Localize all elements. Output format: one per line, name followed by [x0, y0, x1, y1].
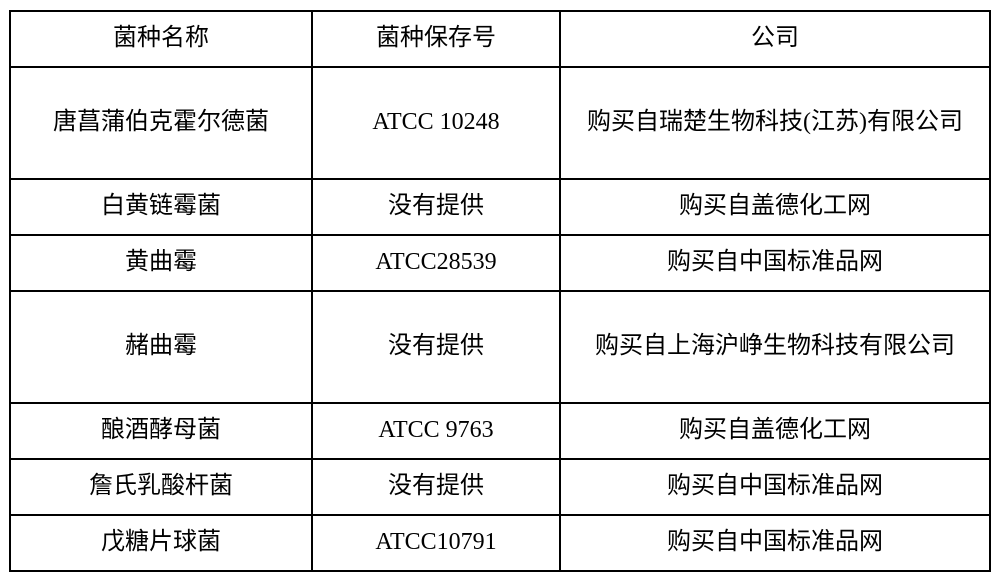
cell-company-text: 购买自中国标准品网 [561, 236, 989, 290]
cell-company: 购买自上海沪峥生物科技有限公司 [560, 291, 990, 403]
cell-name-text: 白黄链霉菌 [11, 180, 311, 234]
strain-table: 菌种名称 菌种保存号 公司 唐菖蒲伯克霍尔德菌 ATCC 10248 购买自瑞楚… [9, 10, 991, 572]
cell-name-text: 酿酒酵母菌 [11, 404, 311, 458]
cell-company-text: 购买自瑞楚生物科技(江苏)有限公司 [561, 68, 989, 178]
cell-name-text: 黄曲霉 [11, 236, 311, 290]
cell-company: 购买自中国标准品网 [560, 235, 990, 291]
cell-code-text: ATCC 10248 [313, 68, 559, 178]
table-row: 黄曲霉 ATCC28539 购买自中国标准品网 [10, 235, 990, 291]
cell-name-text: 赭曲霉 [11, 292, 311, 402]
cell-code: ATCC28539 [312, 235, 560, 291]
cell-code: ATCC10791 [312, 515, 560, 571]
cell-code-text: 没有提供 [313, 460, 559, 514]
cell-code-text: 没有提供 [313, 180, 559, 234]
table-header-row: 菌种名称 菌种保存号 公司 [10, 11, 990, 67]
cell-code-text: ATCC 9763 [313, 404, 559, 458]
cell-code: 没有提供 [312, 459, 560, 515]
table-row: 唐菖蒲伯克霍尔德菌 ATCC 10248 购买自瑞楚生物科技(江苏)有限公司 [10, 67, 990, 179]
col-header-company-text: 公司 [561, 12, 989, 66]
cell-company: 购买自盖德化工网 [560, 179, 990, 235]
cell-company-text: 购买自上海沪峥生物科技有限公司 [561, 292, 989, 402]
cell-code: 没有提供 [312, 179, 560, 235]
cell-code-text: ATCC28539 [313, 236, 559, 290]
cell-company: 购买自盖德化工网 [560, 403, 990, 459]
cell-name: 白黄链霉菌 [10, 179, 312, 235]
cell-name: 戊糖片球菌 [10, 515, 312, 571]
cell-code-text: 没有提供 [313, 292, 559, 402]
cell-name-text: 唐菖蒲伯克霍尔德菌 [11, 68, 311, 178]
cell-company-text: 购买自中国标准品网 [561, 516, 989, 570]
cell-name: 酿酒酵母菌 [10, 403, 312, 459]
table-row: 赭曲霉 没有提供 购买自上海沪峥生物科技有限公司 [10, 291, 990, 403]
cell-name: 詹氏乳酸杆菌 [10, 459, 312, 515]
col-header-code-text: 菌种保存号 [313, 12, 559, 66]
cell-company: 购买自瑞楚生物科技(江苏)有限公司 [560, 67, 990, 179]
cell-name: 赭曲霉 [10, 291, 312, 403]
table-row: 戊糖片球菌 ATCC10791 购买自中国标准品网 [10, 515, 990, 571]
cell-company: 购买自中国标准品网 [560, 459, 990, 515]
cell-code-text: ATCC10791 [313, 516, 559, 570]
cell-name: 黄曲霉 [10, 235, 312, 291]
table-row: 白黄链霉菌 没有提供 购买自盖德化工网 [10, 179, 990, 235]
cell-company: 购买自中国标准品网 [560, 515, 990, 571]
col-header-name: 菌种名称 [10, 11, 312, 67]
col-header-company: 公司 [560, 11, 990, 67]
cell-code: 没有提供 [312, 291, 560, 403]
cell-code: ATCC 9763 [312, 403, 560, 459]
col-header-name-text: 菌种名称 [11, 12, 311, 66]
table-row: 酿酒酵母菌 ATCC 9763 购买自盖德化工网 [10, 403, 990, 459]
table-header: 菌种名称 菌种保存号 公司 [10, 11, 990, 67]
cell-name: 唐菖蒲伯克霍尔德菌 [10, 67, 312, 179]
cell-name-text: 詹氏乳酸杆菌 [11, 460, 311, 514]
col-header-code: 菌种保存号 [312, 11, 560, 67]
cell-company-text: 购买自盖德化工网 [561, 180, 989, 234]
cell-company-text: 购买自盖德化工网 [561, 404, 989, 458]
cell-name-text: 戊糖片球菌 [11, 516, 311, 570]
cell-company-text: 购买自中国标准品网 [561, 460, 989, 514]
cell-code: ATCC 10248 [312, 67, 560, 179]
table-row: 詹氏乳酸杆菌 没有提供 购买自中国标准品网 [10, 459, 990, 515]
table-body: 唐菖蒲伯克霍尔德菌 ATCC 10248 购买自瑞楚生物科技(江苏)有限公司 白… [10, 67, 990, 571]
